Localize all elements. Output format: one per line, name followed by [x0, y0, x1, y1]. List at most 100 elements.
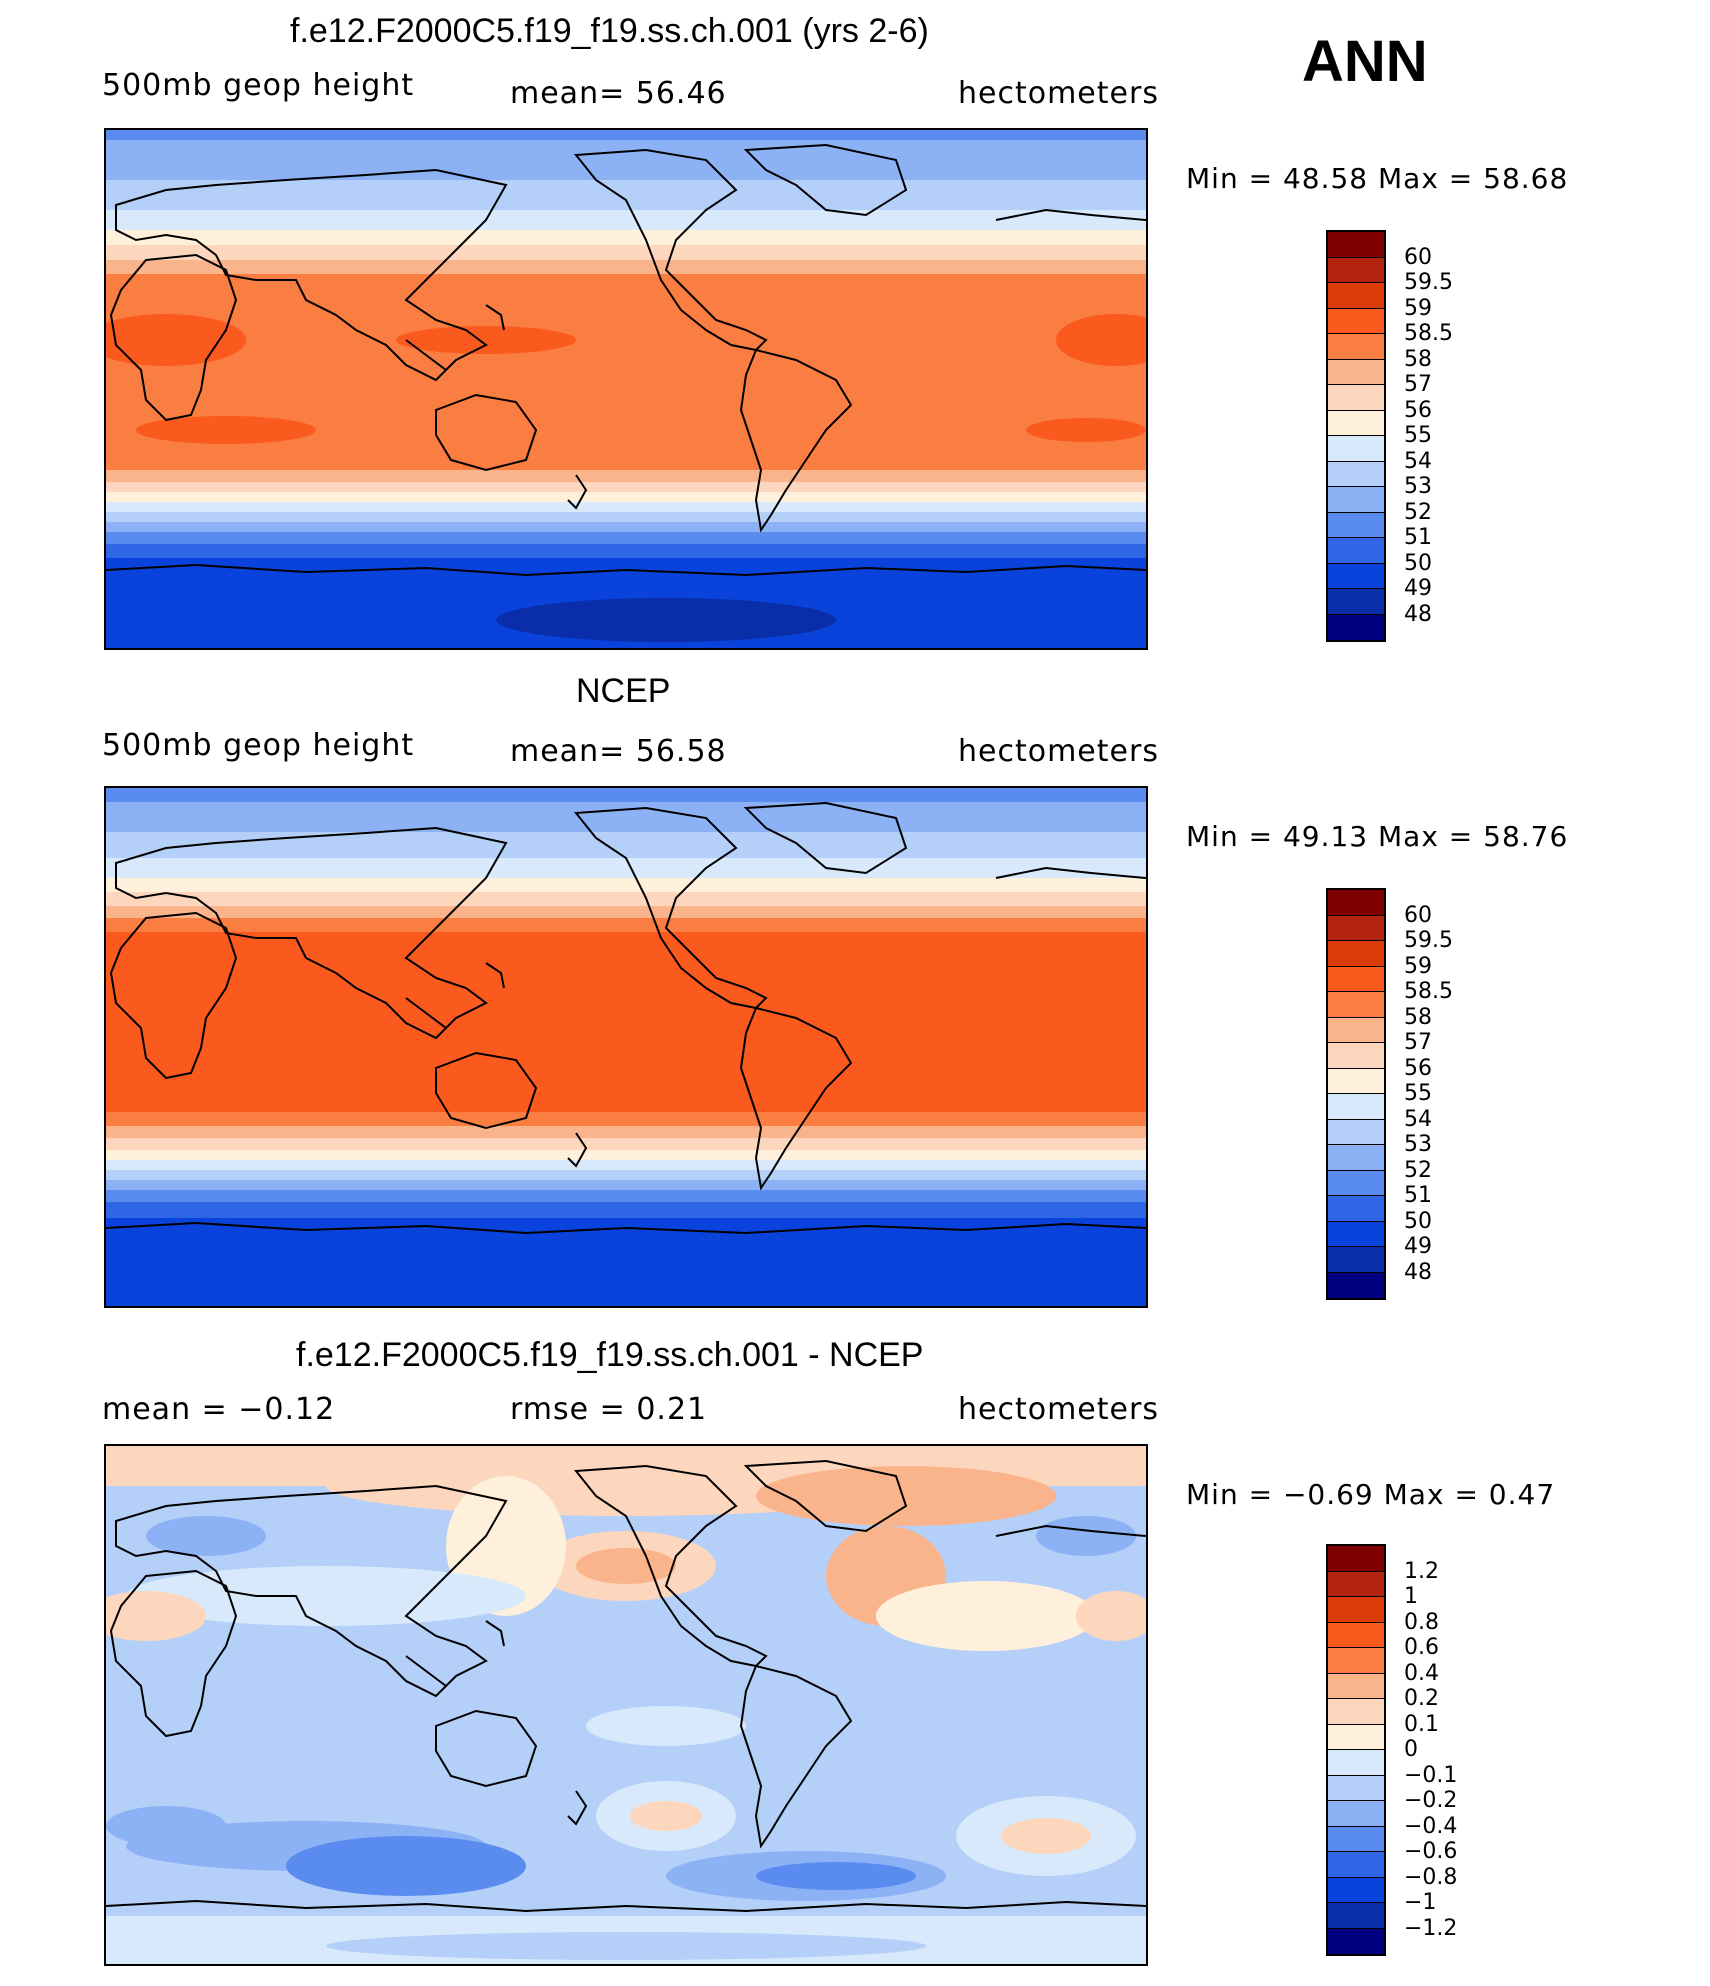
panel-1-map	[104, 128, 1148, 650]
colorbar-tick-label: 1	[1404, 1584, 1418, 1609]
colorbar-tick-label: −1.2	[1404, 1915, 1458, 1941]
panel-2-minmax-label: Min = 49.13 Max = 58.76	[1186, 820, 1569, 853]
colorbar-swatch	[1328, 1119, 1384, 1145]
colorbar-swatch	[1328, 1043, 1384, 1069]
colorbar-swatch	[1328, 1801, 1384, 1827]
colorbar-swatch	[1328, 512, 1384, 538]
colorbar-tick-label: 1.2	[1404, 1558, 1439, 1584]
colorbar-swatch	[1328, 1673, 1384, 1699]
colorbar-tick-label: 52	[1404, 499, 1432, 525]
colorbar-tick-label: 58.5	[1404, 979, 1453, 1004]
colorbar-swatch	[1328, 1017, 1384, 1043]
panel-2-mean-label: mean= 56.58	[510, 734, 727, 769]
colorbar-swatch	[1328, 1546, 1384, 1572]
colorbar-swatch	[1328, 1622, 1384, 1648]
colorbar-tick-label: 0.2	[1404, 1686, 1439, 1711]
colorbar-swatch	[1328, 1724, 1384, 1750]
colorbar-tick-label: 54	[1404, 1106, 1432, 1132]
colorbar-swatch	[1328, 283, 1384, 309]
panel-2-map	[104, 786, 1148, 1308]
colorbar-tick-label: 48	[1404, 1259, 1432, 1285]
colorbar-swatch	[1328, 1852, 1384, 1878]
colorbar-swatch	[1328, 1597, 1384, 1623]
colorbar-tick-label: 50	[1404, 1208, 1432, 1234]
colorbar-tick-label: −0.8	[1404, 1864, 1458, 1890]
panel-3-mean-label: mean = −0.12	[102, 1392, 336, 1427]
colorbar-tick-label: 49	[1404, 1234, 1432, 1259]
colorbar-tick-label: 60	[1404, 902, 1432, 928]
colorbar-swatch	[1328, 1094, 1384, 1120]
colorbar-tick-label: 0.6	[1404, 1635, 1439, 1660]
colorbar-tick-label: 0.4	[1404, 1660, 1439, 1686]
colorbar-tick-label: 0	[1404, 1737, 1418, 1762]
panel-2-map-svg	[106, 788, 1146, 1306]
colorbar-tick-label: 59	[1404, 295, 1432, 321]
colorbar-swatch	[1328, 334, 1384, 360]
colorbar-tick-label: −1	[1404, 1890, 1437, 1915]
colorbar-tick-label: 59.5	[1404, 928, 1453, 953]
panel-1-map-svg	[106, 130, 1146, 648]
colorbar-tick-label: 60	[1404, 244, 1432, 270]
panel-1-title: f.e12.F2000C5.f19_f19.ss.ch.001 (yrs 2-6…	[290, 12, 929, 50]
colorbar-swatch	[1328, 1272, 1384, 1298]
panel-3-colorbar	[1326, 1544, 1386, 1956]
panel-2-units-label: hectometers	[958, 734, 1159, 769]
colorbar-swatch	[1328, 1247, 1384, 1273]
colorbar-tick-label: −0.4	[1404, 1813, 1458, 1839]
colorbar-tick-label: 59.5	[1404, 270, 1453, 295]
panel-1-mean-label: mean= 56.46	[510, 76, 727, 111]
colorbar-swatch	[1328, 992, 1384, 1018]
colorbar-tick-label: 57	[1404, 372, 1432, 397]
season-label: ANN	[1302, 29, 1428, 94]
colorbar-tick-label: 55	[1404, 423, 1432, 448]
colorbar-swatch	[1328, 308, 1384, 334]
colorbar-tick-label: 59	[1404, 953, 1432, 979]
colorbar-tick-label: 58	[1404, 1004, 1432, 1030]
colorbar-tick-label: 58.5	[1404, 321, 1453, 346]
colorbar-tick-label: 0.8	[1404, 1609, 1439, 1635]
colorbar-swatch	[1328, 1903, 1384, 1929]
panel-1-variable-label: 500mb geop height	[102, 68, 415, 103]
colorbar-swatch	[1328, 1145, 1384, 1171]
colorbar-swatch	[1328, 941, 1384, 967]
colorbar-swatch	[1328, 1826, 1384, 1852]
colorbar-swatch	[1328, 614, 1384, 640]
colorbar-tick-label: 53	[1404, 474, 1432, 499]
colorbar-tick-label: 0.1	[1404, 1711, 1439, 1737]
colorbar-swatch	[1328, 966, 1384, 992]
colorbar-swatch	[1328, 1750, 1384, 1776]
panel-1-minmax-label: Min = 48.58 Max = 58.68	[1186, 162, 1569, 195]
colorbar-swatch	[1328, 257, 1384, 283]
colorbar-tick-label: 58	[1404, 346, 1432, 372]
colorbar-tick-label: 52	[1404, 1157, 1432, 1183]
colorbar-swatch	[1328, 487, 1384, 513]
colorbar-swatch	[1328, 538, 1384, 564]
colorbar-swatch	[1328, 915, 1384, 941]
colorbar-tick-label: 54	[1404, 448, 1432, 474]
colorbar-swatch	[1328, 1221, 1384, 1247]
colorbar-swatch	[1328, 436, 1384, 462]
panel-3-title: f.e12.F2000C5.f19_f19.ss.ch.001 - NCEP	[296, 1336, 924, 1374]
panel-2-variable-label: 500mb geop height	[102, 728, 415, 763]
colorbar-swatch	[1328, 1068, 1384, 1094]
panel-3-rmse-label: rmse = 0.21	[510, 1392, 708, 1427]
panel-3-units-label: hectometers	[958, 1392, 1159, 1427]
colorbar-swatch	[1328, 359, 1384, 385]
colorbar-swatch	[1328, 385, 1384, 411]
colorbar-swatch	[1328, 461, 1384, 487]
colorbar-tick-label: 50	[1404, 550, 1432, 576]
colorbar-swatch	[1328, 1196, 1384, 1222]
colorbar-swatch	[1328, 1571, 1384, 1597]
colorbar-swatch	[1328, 1699, 1384, 1725]
panel-1-units-label: hectometers	[958, 76, 1159, 111]
colorbar-swatch	[1328, 1170, 1384, 1196]
colorbar-swatch	[1328, 563, 1384, 589]
colorbar-swatch	[1328, 1775, 1384, 1801]
colorbar-swatch	[1328, 1648, 1384, 1674]
colorbar-swatch	[1328, 890, 1384, 916]
colorbar-tick-label: 56	[1404, 397, 1432, 423]
panel-3-minmax-label: Min = −0.69 Max = 0.47	[1186, 1478, 1556, 1511]
colorbar-tick-label: −0.6	[1404, 1839, 1458, 1864]
colorbar-swatch	[1328, 1877, 1384, 1903]
colorbar-tick-label: 49	[1404, 576, 1432, 601]
